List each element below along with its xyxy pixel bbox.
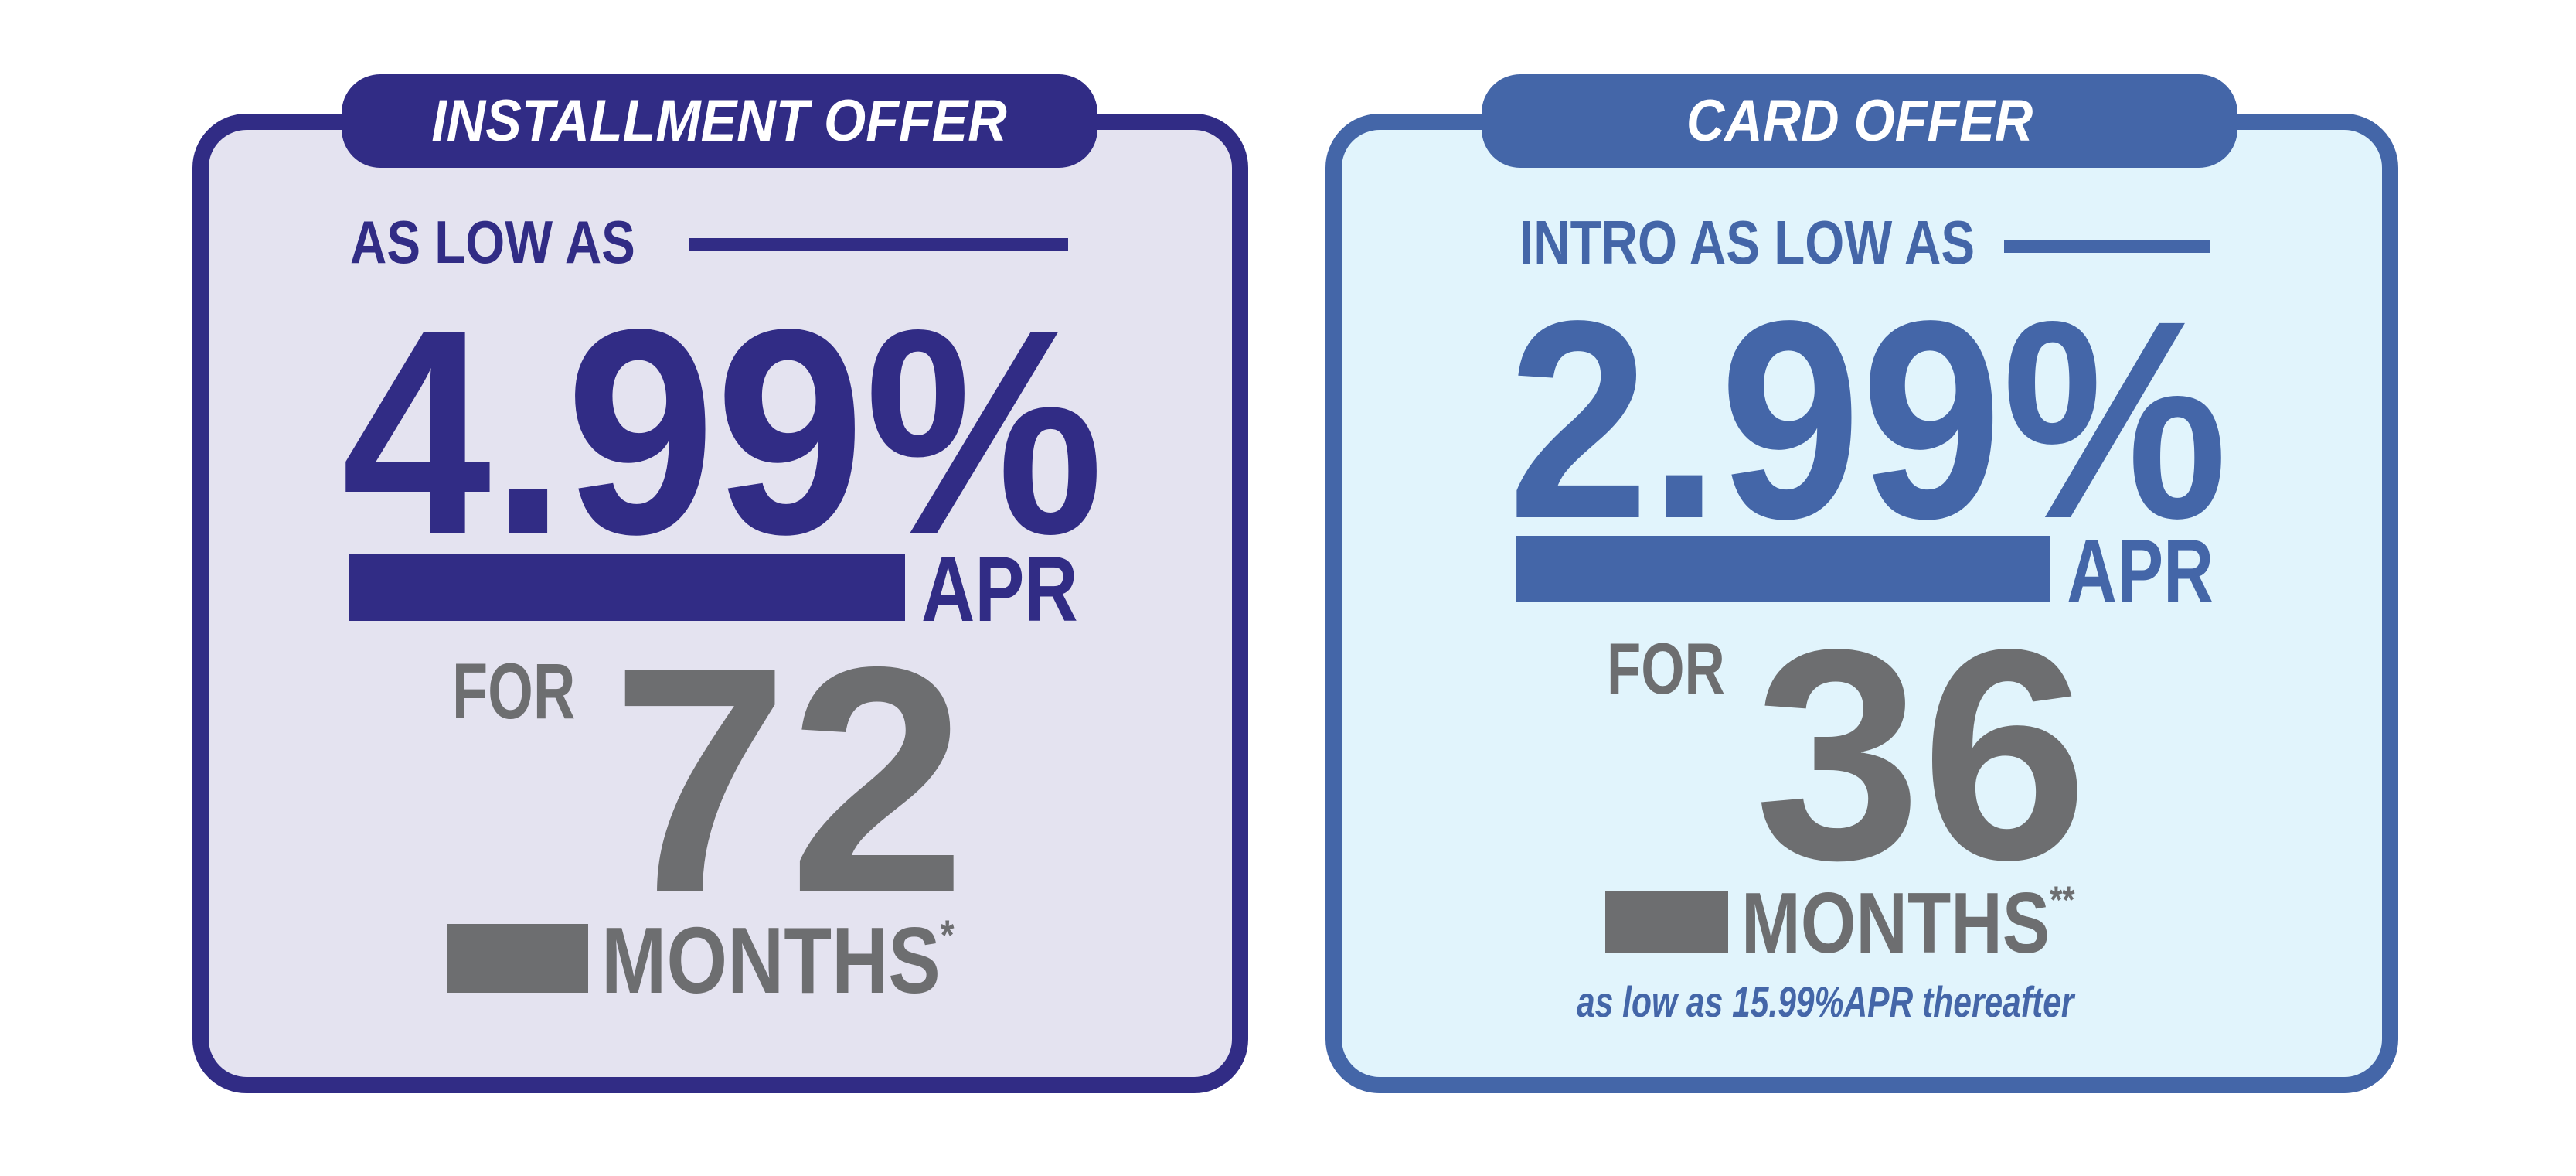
card-rate-note: as low as 15.99%APR thereafter xyxy=(1577,977,2074,1026)
installment-rate-bar xyxy=(349,554,905,621)
card-lead-rule xyxy=(2004,240,2210,253)
installment-rate: 4.99% xyxy=(342,269,1104,595)
card-term-prefix: FOR xyxy=(1607,628,1725,709)
installment-rate-unit: APR xyxy=(921,537,1078,641)
installment-term-unit: MONTHS* xyxy=(601,913,955,1007)
installment-offer-title: INSTALLMENT OFFER xyxy=(431,87,1008,154)
card-term-unit: MONTHS** xyxy=(1741,881,2074,966)
card-offer-card xyxy=(1325,114,2398,1093)
installment-term-unit-text: MONTHS xyxy=(601,908,941,1013)
installment-term-value: 72 xyxy=(611,601,967,960)
installment-lead-rule xyxy=(689,238,1068,251)
card-term-value: 36 xyxy=(1754,588,2088,922)
installment-lead-text: AS LOW AS xyxy=(350,208,635,276)
card-rate-unit: APR xyxy=(2067,520,2214,622)
card-term-bar xyxy=(1605,891,1728,953)
installment-term-prefix: FOR xyxy=(452,647,576,735)
card-footnote-mark: ** xyxy=(2050,878,2075,922)
card-lead-text: INTRO AS LOW AS xyxy=(1519,208,1975,277)
installment-footnote-mark: * xyxy=(940,911,955,960)
card-rate-bar xyxy=(1516,536,2050,602)
installment-term-bar xyxy=(447,924,588,993)
card-term-unit-text: MONTHS xyxy=(1741,875,2050,971)
card-offer-tab: CARD OFFER xyxy=(1482,74,2237,168)
card-offer-title: CARD OFFER xyxy=(1686,87,2033,154)
card-rate: 2.99% xyxy=(1508,263,2228,578)
installment-offer-tab: INSTALLMENT OFFER xyxy=(342,74,1097,168)
